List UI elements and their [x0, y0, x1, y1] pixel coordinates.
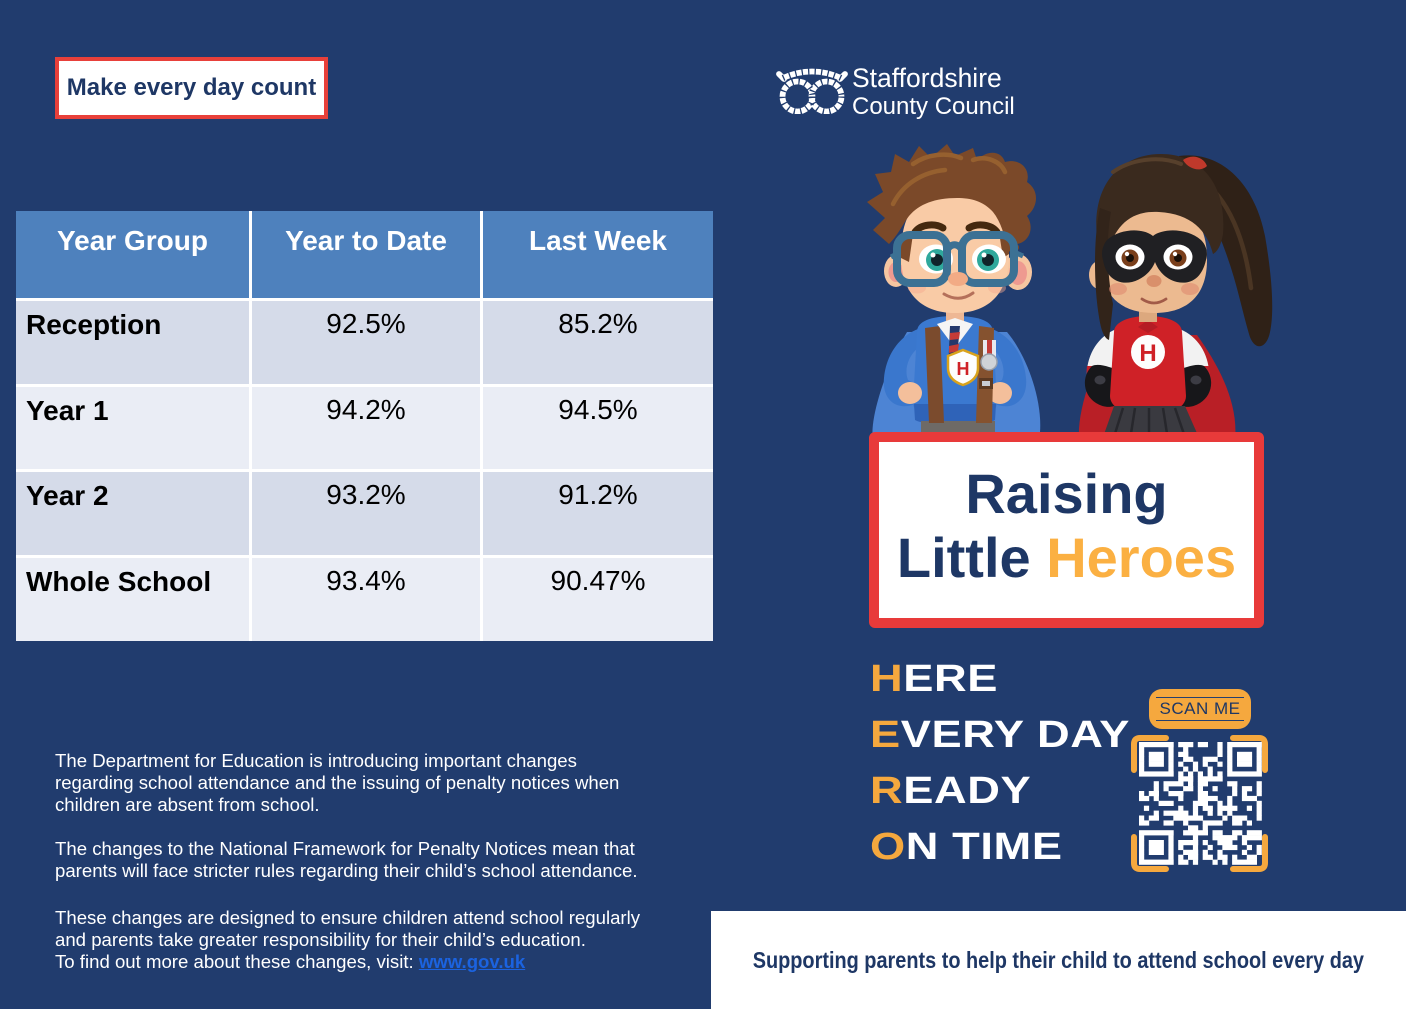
svg-text:H: H: [1139, 340, 1156, 367]
svg-text:H: H: [957, 359, 970, 379]
